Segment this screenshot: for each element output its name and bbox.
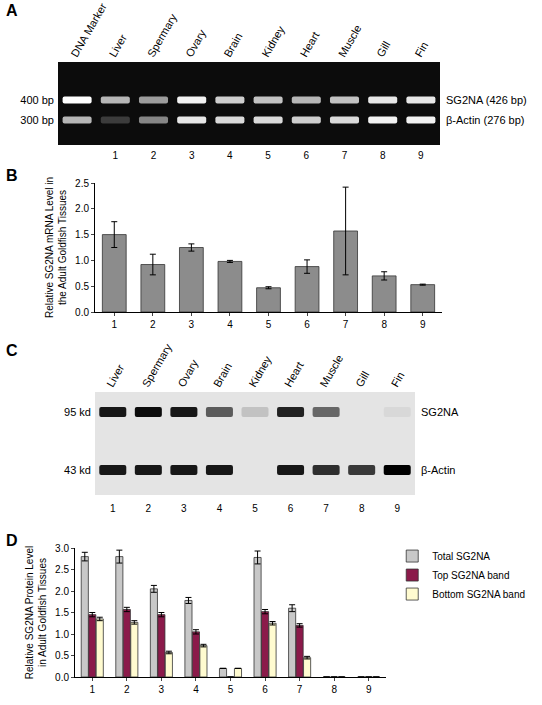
svg-text:Brain: Brain (211, 361, 234, 389)
svg-text:Fin: Fin (389, 370, 407, 389)
svg-text:9: 9 (420, 319, 426, 330)
svg-text:Kidney: Kidney (259, 23, 286, 59)
svg-text:SG2NA: SG2NA (421, 406, 459, 418)
svg-text:300 bp: 300 bp (20, 114, 54, 126)
svg-text:8: 8 (380, 150, 386, 161)
svg-text:400 bp: 400 bp (20, 94, 54, 106)
svg-text:Heart: Heart (282, 360, 306, 389)
svg-text:Bottom SG2NA band: Bottom SG2NA band (432, 589, 525, 600)
svg-text:Liver: Liver (104, 362, 126, 389)
svg-text:2.0: 2.0 (55, 586, 69, 597)
svg-text:Relative SG2NA mRNA Level inth: Relative SG2NA mRNA Level inthe Adult Go… (44, 177, 68, 318)
html-text:B: B (6, 167, 18, 184)
svg-text:1.0: 1.0 (75, 255, 89, 266)
svg-text:β-Actin (276 bp): β-Actin (276 bp) (446, 114, 524, 126)
svg-text:0.0: 0.0 (55, 672, 69, 683)
svg-text:7: 7 (342, 150, 348, 161)
html-text:D: D (6, 532, 18, 549)
svg-text:1.0: 1.0 (55, 629, 69, 640)
svg-text:4: 4 (217, 503, 223, 514)
svg-text:Fin: Fin (412, 40, 430, 59)
svg-text:95 kd: 95 kd (64, 406, 91, 418)
svg-text:1.5: 1.5 (55, 607, 69, 618)
svg-text:Spermary: Spermary (140, 341, 174, 389)
svg-text:2.5: 2.5 (75, 178, 89, 189)
svg-text:7: 7 (343, 319, 349, 330)
svg-text:6: 6 (262, 684, 268, 695)
svg-text:1: 1 (111, 319, 117, 330)
svg-text:Heart: Heart (298, 30, 322, 59)
svg-text:5: 5 (265, 150, 271, 161)
html-text:C: C (6, 342, 18, 359)
svg-text:8: 8 (359, 503, 365, 514)
svg-text:2: 2 (151, 150, 157, 161)
svg-text:2: 2 (146, 503, 152, 514)
svg-text:Muscle: Muscle (336, 23, 364, 59)
svg-text:2.0: 2.0 (75, 203, 89, 214)
svg-text:7: 7 (323, 503, 329, 514)
svg-text:9: 9 (394, 503, 400, 514)
svg-text:3.0: 3.0 (55, 543, 69, 554)
svg-text:3: 3 (181, 503, 187, 514)
svg-text:43 kd: 43 kd (64, 464, 91, 476)
svg-text:SG2NA (426 bp): SG2NA (426 bp) (446, 94, 527, 106)
svg-text:0.5: 0.5 (75, 281, 89, 292)
svg-text:Spermary: Spermary (145, 11, 179, 59)
svg-text:3: 3 (159, 684, 165, 695)
svg-text:9: 9 (418, 150, 424, 161)
svg-text:2: 2 (150, 319, 156, 330)
svg-text:Liver: Liver (107, 32, 129, 59)
svg-text:5: 5 (228, 684, 234, 695)
svg-text:Ovary: Ovary (175, 357, 200, 389)
svg-text:Brain: Brain (221, 31, 244, 59)
svg-text:0.5: 0.5 (55, 650, 69, 661)
svg-text:1: 1 (110, 503, 116, 514)
svg-text:4: 4 (227, 319, 233, 330)
svg-text:4: 4 (193, 684, 199, 695)
svg-text:DNA Marker: DNA Marker (68, 1, 109, 59)
svg-text:6: 6 (288, 503, 294, 514)
svg-text:9: 9 (366, 684, 372, 695)
svg-text:Ovary: Ovary (183, 27, 208, 59)
svg-text:2: 2 (124, 684, 130, 695)
svg-text:8: 8 (381, 319, 387, 330)
svg-text:4: 4 (227, 150, 233, 161)
svg-text:6: 6 (304, 319, 310, 330)
html-text:A: A (6, 2, 18, 19)
svg-text:1.5: 1.5 (75, 229, 89, 240)
svg-text:Gill: Gill (374, 39, 392, 59)
svg-text:3: 3 (189, 150, 195, 161)
svg-text:Gill: Gill (353, 369, 371, 389)
svg-text:6: 6 (304, 150, 310, 161)
svg-text:5: 5 (266, 319, 272, 330)
svg-text:3: 3 (189, 319, 195, 330)
svg-text:1: 1 (113, 150, 119, 161)
svg-text:2.5: 2.5 (55, 564, 69, 575)
svg-text:Relative SG2NA Protein Levelin: Relative SG2NA Protein Levelin Adult Gol… (24, 546, 48, 679)
svg-text:Kidney: Kidney (246, 353, 273, 389)
svg-text:Top SG2NA band: Top SG2NA band (432, 570, 509, 581)
svg-text:0.0: 0.0 (75, 307, 89, 318)
svg-text:8: 8 (331, 684, 337, 695)
svg-text:Total SG2NA: Total SG2NA (432, 551, 490, 562)
svg-text:Muscle: Muscle (317, 353, 345, 389)
svg-text:1: 1 (89, 684, 95, 695)
svg-text:5: 5 (252, 503, 258, 514)
svg-text:β-Actin: β-Actin (421, 464, 455, 476)
svg-text:7: 7 (297, 684, 303, 695)
